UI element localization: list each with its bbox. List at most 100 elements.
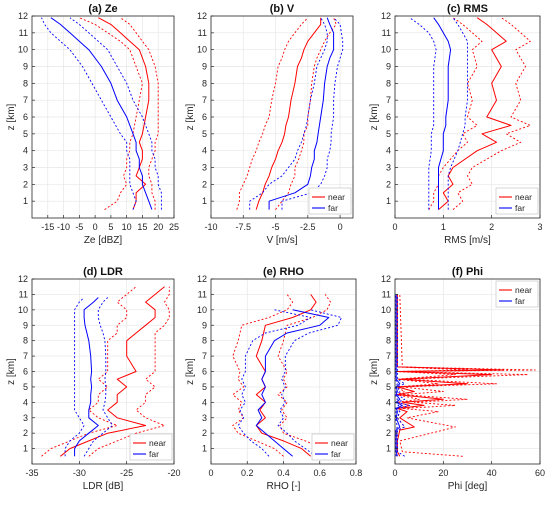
y-tick-label: 10 (197, 305, 207, 315)
legend-near-label: near (328, 192, 345, 202)
panel-d-title: (d) LDR (83, 266, 123, 278)
y-tick-label: 9 (386, 62, 391, 72)
x-tick-label: -2.5 (300, 222, 316, 232)
y-tick-label: 9 (23, 62, 28, 72)
series-far-lower-line (395, 294, 400, 457)
y-tick-label: 1 (202, 196, 207, 206)
panel-e-title: (e) RHO (263, 266, 304, 278)
y-tick-label: 5 (23, 129, 28, 139)
y-tick-label: 2 (386, 428, 391, 438)
y-tick-label: 7 (23, 351, 28, 361)
y-tick-label: 7 (202, 351, 207, 361)
y-tick-label: 8 (386, 336, 391, 346)
series-far-line (433, 17, 452, 210)
y-tick-label: 5 (386, 382, 391, 392)
x-tick-label: -15 (41, 222, 54, 232)
legend-far-label: far (515, 296, 525, 306)
y-tick-label: 11 (198, 289, 207, 299)
y-tick-label: 8 (23, 78, 28, 88)
y-tick-label: 2 (23, 179, 28, 189)
y-tick-label: 2 (23, 428, 28, 438)
series-near-lower-line (236, 17, 309, 210)
series-far-line (255, 309, 330, 457)
x-tick-label: 2 (489, 222, 494, 232)
x-tick-label: 0.2 (241, 468, 254, 478)
x-tick-label: -30 (73, 468, 86, 478)
series-far-upper-line (83, 297, 113, 457)
y-tick-label: 4 (23, 397, 28, 407)
legend-box (311, 433, 355, 461)
x-tick-label: 0 (392, 468, 397, 478)
y-tick-label: 9 (202, 62, 207, 72)
series-far-line (268, 17, 335, 210)
legend-box (495, 280, 539, 308)
y-tick-label: 11 (382, 289, 391, 299)
y-tick-label: 4 (202, 397, 207, 407)
x-tick-label: 60 (535, 468, 545, 478)
legend-far-label: far (515, 203, 525, 213)
y-tick-label: 2 (202, 428, 207, 438)
x-tick-label: -20 (167, 468, 180, 478)
x-tick-label: 5 (108, 222, 113, 232)
y-tick-label: 1 (386, 444, 391, 454)
panel-f-ylabel: z [km] (369, 358, 380, 385)
x-tick-label: 10 (122, 222, 132, 232)
x-tick-label: 40 (487, 468, 497, 478)
panel-e-xlabel: RHO [-] (267, 481, 301, 492)
series-near-upper-line (120, 17, 159, 210)
y-tick-label: 12 (381, 11, 391, 21)
series-near-upper-line (399, 294, 536, 457)
panel-a-grid (32, 15, 175, 218)
panel-b-grid (210, 15, 353, 218)
y-tick-label: 4 (386, 397, 391, 407)
y-tick-label: 8 (23, 336, 28, 346)
series-far-lower-line (41, 17, 137, 210)
y-tick-label: 3 (386, 163, 391, 173)
series-near-upper-line (452, 17, 531, 210)
series-near-line (438, 17, 512, 210)
y-tick-label: 5 (386, 129, 391, 139)
y-tick-label: 1 (202, 444, 207, 454)
legend-far-label: far (149, 449, 159, 459)
y-tick-label: 3 (202, 163, 207, 173)
y-tick-label: 6 (386, 367, 391, 377)
panel-a-title: (a) Ze (88, 3, 117, 15)
x-tick-label: -10 (57, 222, 70, 232)
panel-e-rho: (e) RHO RHO [-] z [km] 0 0.2 0.4 0.6 0.81234… (185, 266, 362, 492)
panel-a-ylabel: z [km] (6, 103, 17, 130)
series-far-line (395, 294, 403, 457)
panel-c-ylabel: z [km] (369, 103, 380, 130)
x-tick-label: -25 (120, 468, 133, 478)
panel-f-xlabel: Phi [deg] (448, 481, 488, 492)
x-tick-label: 20 (438, 468, 448, 478)
y-tick-label: 10 (197, 45, 207, 55)
y-tick-label: 3 (202, 413, 207, 423)
legend-box (129, 433, 173, 461)
series-far-lower-line (249, 17, 328, 210)
panel-f-series (395, 294, 536, 457)
x-tick-label: -5 (75, 222, 83, 232)
y-tick-label: 8 (386, 78, 391, 88)
y-tick-label: 4 (202, 146, 207, 156)
series-far-upper-line (447, 17, 468, 210)
y-tick-label: 10 (381, 45, 391, 55)
series-near-upper-line (277, 294, 335, 457)
legend-far-label: far (331, 449, 341, 459)
y-tick-label: 1 (23, 444, 28, 454)
series-far-lower-line (237, 309, 312, 457)
series-near-line (60, 286, 165, 457)
x-tick-label: -5 (272, 222, 280, 232)
panel-a-xlabel: Ze [dBZ] (84, 235, 123, 246)
legend-near-label: near (515, 192, 532, 202)
series-near-upper-line (88, 286, 170, 457)
y-tick-label: 11 (19, 28, 28, 38)
